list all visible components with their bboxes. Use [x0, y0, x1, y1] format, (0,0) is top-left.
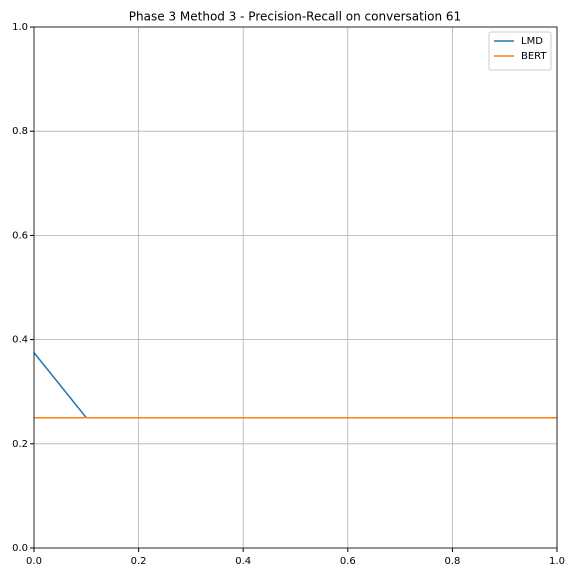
x-tick-label: 1.0: [549, 556, 565, 567]
x-tick-label: 0.0: [26, 556, 42, 567]
legend-label: BERT: [521, 51, 547, 62]
y-tick-label: 0.4: [12, 335, 28, 346]
y-tick-label: 0.6: [12, 230, 28, 241]
chart-title: Phase 3 Method 3 - Precision-Recall on c…: [129, 10, 461, 24]
legend-label: LMD: [521, 36, 543, 47]
x-tick-label: 0.2: [131, 556, 147, 567]
y-tick-label: 0.0: [12, 543, 28, 554]
x-tick-label: 0.4: [235, 556, 251, 567]
x-tick-label: 0.6: [340, 556, 356, 567]
x-tick-label: 0.8: [444, 556, 460, 567]
y-tick-label: 1.0: [12, 22, 28, 33]
y-tick-label: 0.8: [12, 126, 28, 137]
y-tick-label: 0.2: [12, 439, 28, 450]
plot-frame: [33, 26, 558, 549]
